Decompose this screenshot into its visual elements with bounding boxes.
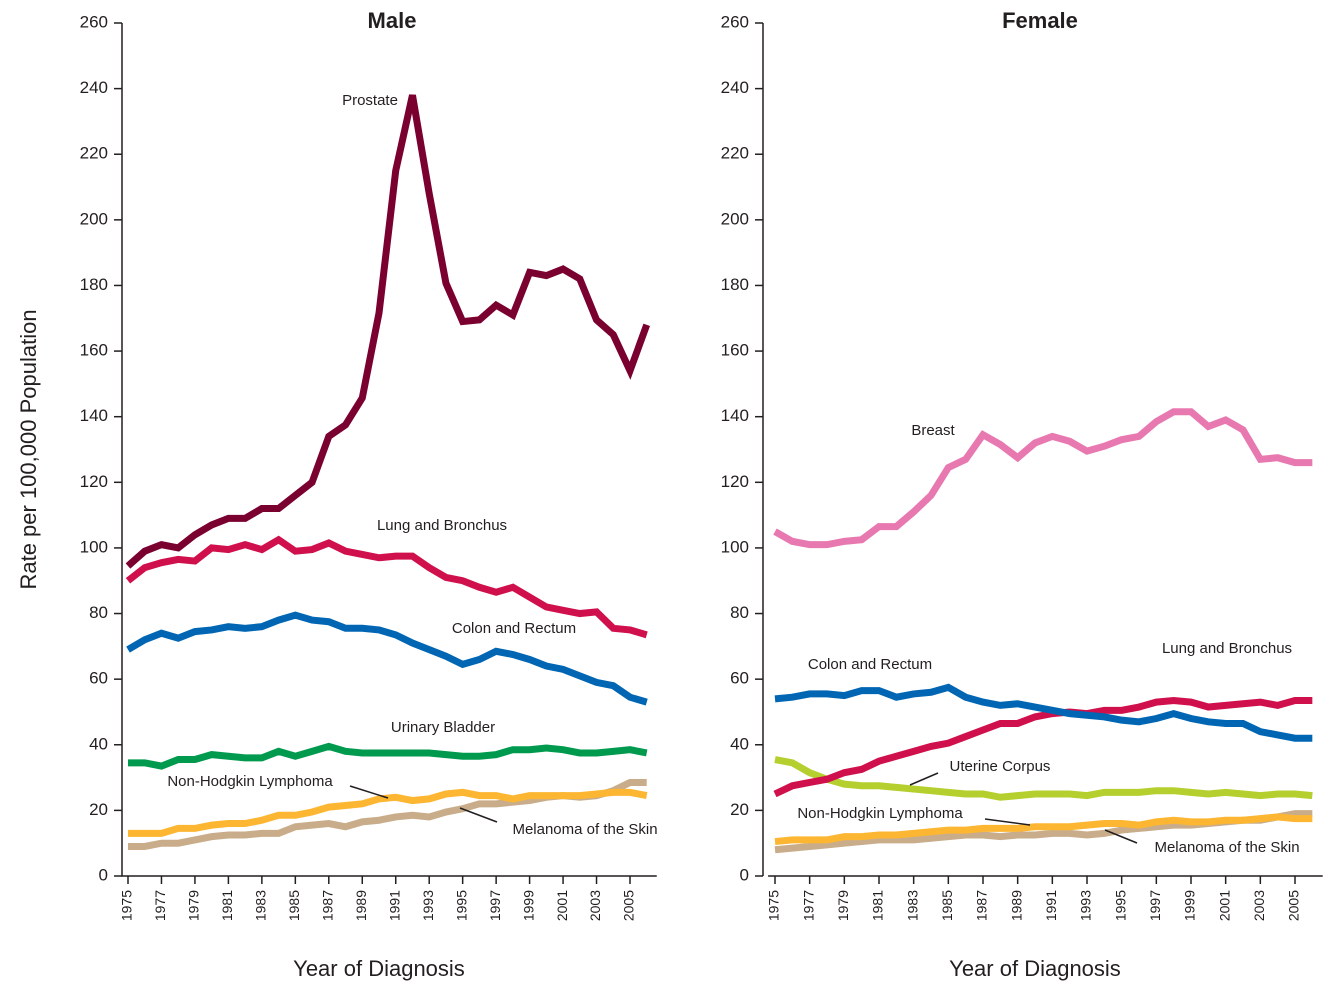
y-tick-label: 140 — [80, 406, 108, 425]
x-tick-label: 1989 — [1008, 890, 1024, 921]
series-label: Breast — [911, 422, 955, 439]
y-tick-label: 260 — [721, 12, 749, 31]
series-line — [774, 756, 1313, 801]
x-tick-label: 1987 — [974, 890, 990, 921]
x-tick-label: 2001 — [1216, 890, 1232, 921]
y-tick-label: 0 — [740, 865, 749, 884]
y-tick-label: 60 — [89, 669, 108, 688]
x-tick-label: 2001 — [554, 890, 570, 921]
series-label: Lung and Bronchus — [1162, 640, 1292, 657]
x-tick-label: 1985 — [939, 890, 955, 921]
x-tick-label: 1977 — [152, 890, 168, 921]
series-line — [125, 94, 651, 569]
y-tick-label: 160 — [721, 341, 749, 360]
series-line — [774, 683, 1313, 742]
series-label: Colon and Rectum — [452, 620, 576, 637]
x-tick-label: 1975 — [766, 890, 782, 921]
x-tick-label: 1999 — [520, 890, 536, 921]
y-axis-label: Rate per 100,000 Population — [16, 309, 41, 589]
y-tick-label: 20 — [89, 800, 108, 819]
chart-title: Female — [1002, 8, 1078, 33]
leader-line — [909, 772, 939, 786]
y-tick-label: 260 — [80, 12, 108, 31]
series-line — [125, 535, 648, 639]
y-tick-label: 60 — [730, 669, 749, 688]
leader-line — [459, 807, 498, 823]
y-tick-label: 140 — [721, 406, 749, 425]
y-tick-label: 200 — [721, 209, 749, 228]
series-line — [774, 813, 1313, 846]
y-tick-label: 100 — [721, 537, 749, 556]
x-tick-label: 1999 — [1182, 890, 1198, 921]
y-tick-label: 180 — [80, 275, 108, 294]
series-label: Uterine Corpus — [950, 758, 1051, 775]
x-tick-label: 1987 — [320, 890, 336, 921]
y-tick-label: 240 — [721, 78, 749, 97]
series-label: Prostate — [342, 92, 398, 109]
x-tick-label: 1991 — [1043, 890, 1059, 921]
series-label: Non-Hodgkin Lymphoma — [167, 773, 333, 790]
y-tick-label: 80 — [89, 603, 108, 622]
x-tick-label: 1991 — [386, 890, 402, 921]
leader-line — [349, 785, 389, 799]
series-label: Melanoma of the Skin — [1154, 839, 1299, 856]
y-tick-label: 20 — [730, 800, 749, 819]
y-tick-label: 180 — [721, 275, 749, 294]
x-axis-label: Year of Diagnosis — [293, 956, 465, 981]
x-tick-label: 1975 — [119, 890, 135, 921]
y-tick-label: 120 — [721, 472, 749, 491]
x-tick-label: 1983 — [904, 890, 920, 921]
x-tick-label: 1989 — [353, 890, 369, 921]
series-label: Urinary Bladder — [391, 719, 495, 736]
chart-title: Male — [368, 8, 417, 33]
series-line — [773, 408, 1313, 549]
x-axis-label: Year of Diagnosis — [949, 956, 1121, 981]
y-tick-label: 100 — [80, 537, 108, 556]
y-tick-label: 120 — [80, 472, 108, 491]
x-tick-label: 2003 — [587, 890, 603, 921]
y-tick-label: 160 — [80, 341, 108, 360]
series-label: Melanoma of the Skin — [512, 821, 657, 838]
y-tick-label: 40 — [730, 734, 749, 753]
x-tick-label: 1997 — [1147, 890, 1163, 921]
y-tick-label: 220 — [721, 144, 749, 163]
x-tick-label: 1979 — [835, 890, 851, 921]
x-tick-label: 1997 — [487, 890, 503, 921]
leader-line — [984, 818, 1031, 826]
x-tick-label: 1981 — [219, 890, 235, 921]
x-tick-label: 2005 — [621, 890, 637, 921]
y-tick-label: 80 — [730, 603, 749, 622]
x-tick-label: 1983 — [253, 890, 269, 921]
x-tick-label: 2005 — [1286, 890, 1302, 921]
x-tick-label: 1993 — [1078, 890, 1094, 921]
x-tick-label: 1993 — [420, 890, 436, 921]
x-tick-label: 1979 — [186, 890, 202, 921]
x-tick-label: 1995 — [453, 890, 469, 921]
x-tick-label: 1985 — [286, 890, 302, 921]
series-label: Non-Hodgkin Lymphoma — [797, 805, 963, 822]
series-label: Lung and Bronchus — [377, 517, 507, 534]
x-tick-label: 1977 — [800, 890, 816, 921]
y-tick-label: 240 — [80, 78, 108, 97]
x-tick-label: 2003 — [1251, 890, 1267, 921]
series-label: Colon and Rectum — [808, 656, 932, 673]
x-tick-label: 1995 — [1112, 890, 1128, 921]
y-tick-label: 40 — [89, 734, 108, 753]
y-tick-label: 200 — [80, 209, 108, 228]
series-line — [128, 742, 648, 770]
leader-line — [1104, 829, 1138, 844]
y-tick-label: 0 — [99, 865, 108, 884]
x-tick-label: 1981 — [870, 890, 886, 921]
y-tick-label: 220 — [80, 144, 108, 163]
series-line — [126, 611, 648, 706]
series-line — [773, 696, 1313, 798]
